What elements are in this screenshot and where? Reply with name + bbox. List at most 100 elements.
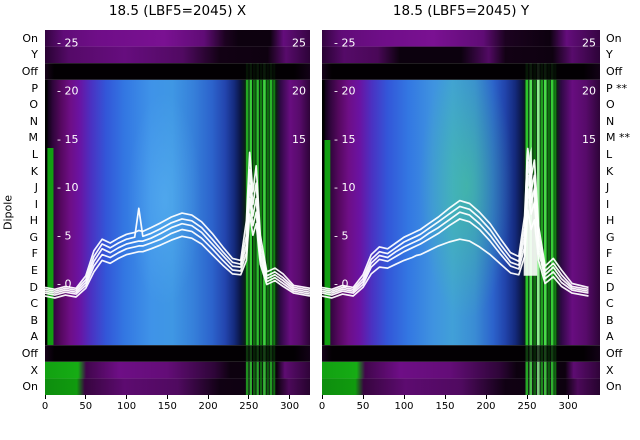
dipole-row-label-left: N bbox=[29, 114, 38, 128]
dipole-row-label-right: Off bbox=[606, 64, 623, 78]
dipole-row-label-right: Y bbox=[606, 48, 613, 62]
dipole-row-label-left: O bbox=[29, 98, 38, 112]
dipole-row-label-right: F bbox=[606, 247, 613, 261]
x-tick-mark bbox=[126, 395, 128, 399]
x-tick-mark bbox=[207, 395, 209, 399]
inner-scale-label-left: - 5 bbox=[334, 229, 348, 242]
dipole-row-label-left: On bbox=[22, 31, 38, 45]
x-tick-mark bbox=[248, 395, 250, 399]
dipole-row-label-right: A bbox=[606, 330, 614, 344]
dipole-row-label-right: O bbox=[606, 98, 615, 112]
dipole-row-label-left: F bbox=[31, 247, 38, 261]
dipole-row-label-left: X bbox=[30, 363, 38, 377]
inner-scale-label-left: - 0 bbox=[57, 278, 71, 291]
dipole-row-label-left: M bbox=[28, 131, 39, 145]
dipole-row-label-left: Off bbox=[21, 64, 38, 78]
dipole-row-label-left: Y bbox=[31, 48, 38, 62]
x-tick-mark bbox=[444, 395, 446, 399]
dipole-row-label-left: H bbox=[29, 214, 38, 228]
inner-scale-label-left: - 0 bbox=[334, 278, 348, 291]
inner-scale-label-right: 25 bbox=[292, 37, 306, 50]
x-tick-mark bbox=[44, 395, 46, 399]
heatmap-panel-y: - 25 - 20 - 15 - 10 - 5 - 0 25 20 15 bbox=[322, 30, 600, 395]
dipole-row-label-left: D bbox=[29, 280, 38, 294]
inner-scale-label-right: 20 bbox=[582, 85, 596, 98]
x-tick-label: 200 bbox=[476, 401, 496, 412]
dipole-row-label-right: On bbox=[606, 380, 622, 394]
left-panel-title: 18.5 (LBF5=2045) X bbox=[108, 3, 247, 19]
x-tick-label: 300 bbox=[558, 401, 578, 412]
x-tick-label: 150 bbox=[435, 401, 455, 412]
dipole-row-label-right: D bbox=[606, 280, 615, 294]
inner-scale-label-left: - 20 bbox=[57, 85, 78, 98]
dipole-row-label-right: H bbox=[606, 214, 615, 228]
overlay-trace bbox=[322, 209, 589, 299]
dipole-row-label-right: Off bbox=[606, 347, 623, 360]
x-tick-label: 250 bbox=[239, 401, 259, 412]
x-tick-label: 100 bbox=[394, 401, 414, 412]
x-tick-label: 300 bbox=[280, 401, 300, 412]
x-tick-label: 250 bbox=[517, 401, 537, 412]
x-tick-mark bbox=[166, 395, 168, 399]
dipole-row-label-right: E bbox=[606, 264, 613, 278]
x-tick-label: 0 bbox=[318, 401, 326, 412]
inner-scale-label-left: - 25 bbox=[334, 37, 355, 50]
inner-scale-label-right: 15 bbox=[292, 133, 306, 146]
heatmap-canvas: - 25 - 20 - 15 - 10 - 5 - 0 25 20 15 bbox=[322, 30, 600, 395]
right-panel-title: 18.5 (LBF5=2045) Y bbox=[392, 3, 530, 19]
inner-scale-label-left: - 5 bbox=[57, 229, 71, 242]
dipole-row-label-left: Off bbox=[21, 347, 38, 360]
dipole-row-label-right: I bbox=[606, 197, 610, 211]
dipole-row-label-right: L bbox=[606, 147, 613, 161]
x-tick-label: 50 bbox=[356, 401, 370, 412]
right-axis-labels: On Y Off P ** O N M ** L K J I H G F E D C B A Off X On bbox=[606, 30, 640, 395]
x-tick-mark bbox=[526, 395, 528, 399]
dipole-row-label-right: G bbox=[606, 230, 615, 244]
dipole-row-label-left: K bbox=[30, 164, 38, 178]
dipole-row-label-right: N bbox=[606, 114, 615, 128]
x-tick-label: 0 bbox=[41, 401, 49, 412]
x-tick-mark bbox=[321, 395, 323, 399]
x-tick-mark bbox=[403, 395, 405, 399]
x-tick-mark bbox=[362, 395, 364, 399]
dipole-row-label-left: G bbox=[29, 230, 38, 244]
x-tick-mark bbox=[485, 395, 487, 399]
inner-scale-label-left: - 15 bbox=[334, 133, 355, 146]
inner-scale-label-left: - 15 bbox=[57, 133, 78, 146]
dipole-row-label-right: X bbox=[606, 363, 614, 377]
dipole-row-label-left: J bbox=[34, 181, 38, 195]
inner-scale-label-right: 15 bbox=[582, 133, 596, 146]
x-tick-label: 200 bbox=[198, 401, 218, 412]
dipole-row-label-left: I bbox=[34, 197, 38, 211]
dipole-row-label-right: K bbox=[606, 164, 614, 178]
inner-scale-label-left: - 25 bbox=[57, 37, 78, 50]
inner-scale-label-right: 20 bbox=[292, 85, 306, 98]
dipole-row-label-right: P ** bbox=[606, 81, 628, 95]
dipole-row-label-right: B bbox=[606, 313, 614, 327]
x-tick-mark bbox=[85, 395, 87, 399]
dipole-row-label-right: On bbox=[606, 31, 622, 45]
dipole-row-label-right: C bbox=[606, 297, 614, 311]
x-tick-label: 150 bbox=[157, 401, 177, 412]
dipole-row-label-right: J bbox=[606, 181, 610, 195]
inner-scale-label-left: - 10 bbox=[57, 181, 78, 194]
dipole-row-label-left: A bbox=[30, 330, 38, 344]
heatmap-panel-x: - 25 - 20 - 15 - 10 - 5 - 0 25 20 15 bbox=[45, 30, 310, 395]
x-tick-mark bbox=[289, 395, 291, 399]
dipole-row-label-left: On bbox=[22, 380, 38, 394]
dipole-row-label-left: E bbox=[31, 264, 38, 278]
inner-scale-label-left: - 10 bbox=[334, 181, 355, 194]
inner-scale-label-left: - 20 bbox=[334, 85, 355, 98]
overlay-trace bbox=[322, 188, 589, 296]
inner-scale-label-right: 25 bbox=[582, 37, 596, 50]
dipole-row-label-right: M ** bbox=[606, 131, 630, 145]
x-tick-label: 100 bbox=[116, 401, 137, 412]
x-tick-mark bbox=[567, 395, 569, 399]
heatmap-canvas: - 25 - 20 - 15 - 10 - 5 - 0 25 20 15 bbox=[45, 30, 310, 395]
dipole-row-label-left: B bbox=[30, 313, 38, 327]
dipole-row-label-left: C bbox=[30, 297, 38, 311]
overlay-trace bbox=[45, 213, 310, 299]
x-tick-label: 50 bbox=[79, 401, 93, 412]
dipole-row-label-left: P bbox=[31, 81, 38, 95]
